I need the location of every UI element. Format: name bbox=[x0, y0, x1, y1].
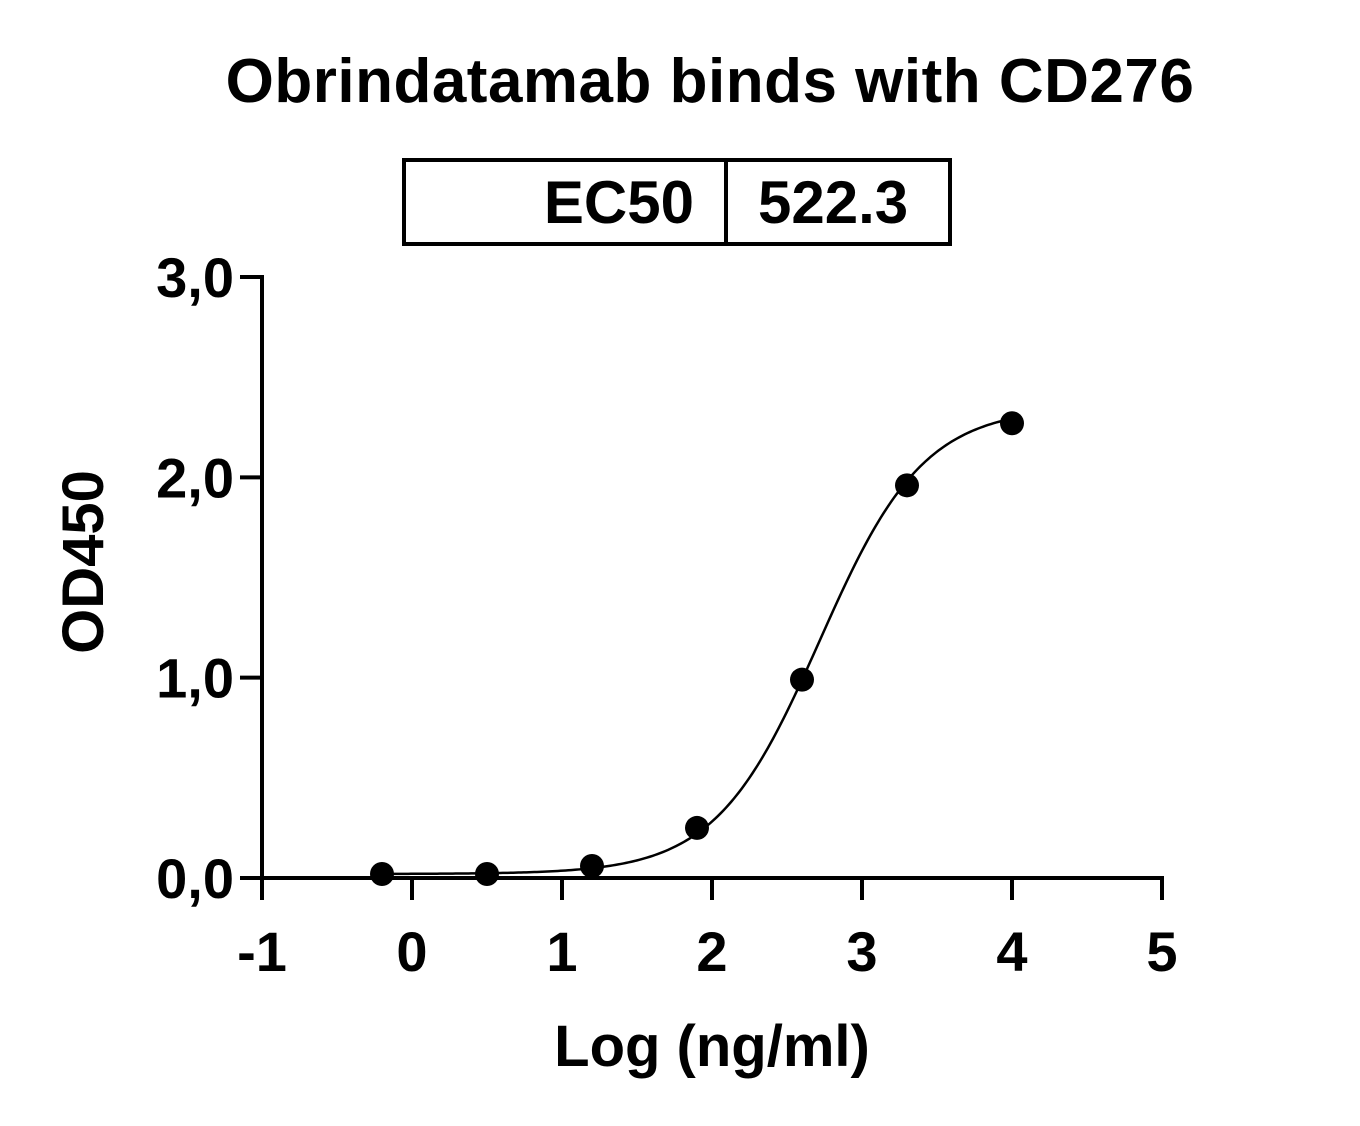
data-point bbox=[580, 853, 604, 878]
data-point bbox=[1000, 411, 1024, 436]
axes bbox=[260, 275, 1164, 880]
y-axis-title: OD450 bbox=[51, 470, 116, 654]
x-ticks: -1 0 1 2 3 4 5 bbox=[237, 878, 1178, 983]
x-tick-label: 0 bbox=[396, 920, 427, 983]
x-tick-label: 5 bbox=[1146, 920, 1177, 983]
data-points bbox=[370, 411, 1024, 886]
y-ticks: 0,0 1,0 2,0 3,0 bbox=[156, 246, 262, 910]
x-tick-label: -1 bbox=[237, 920, 287, 983]
y-tick-label: 1,0 bbox=[156, 647, 234, 710]
y-tick-label: 2,0 bbox=[156, 446, 234, 509]
x-tick-label: 4 bbox=[996, 920, 1027, 983]
data-point bbox=[790, 667, 814, 692]
ec50-table: EC50 522.3 bbox=[402, 158, 952, 246]
x-tick-label: 3 bbox=[846, 920, 877, 983]
ec50-value: 522.3 bbox=[758, 168, 909, 236]
x-tick-label: 1 bbox=[546, 920, 577, 983]
x-axis-title: Log (ng/ml) bbox=[554, 1014, 870, 1079]
y-tick-label: 3,0 bbox=[156, 246, 234, 309]
data-point bbox=[370, 861, 394, 886]
data-point bbox=[895, 473, 919, 498]
x-tick-label: 2 bbox=[696, 920, 727, 983]
chart-title: Obrindatamab binds with CD276 bbox=[225, 47, 1195, 116]
data-point bbox=[685, 815, 709, 840]
ec50-label: EC50 bbox=[406, 162, 728, 242]
data-point bbox=[475, 861, 499, 886]
y-tick-label: 0,0 bbox=[156, 847, 234, 910]
